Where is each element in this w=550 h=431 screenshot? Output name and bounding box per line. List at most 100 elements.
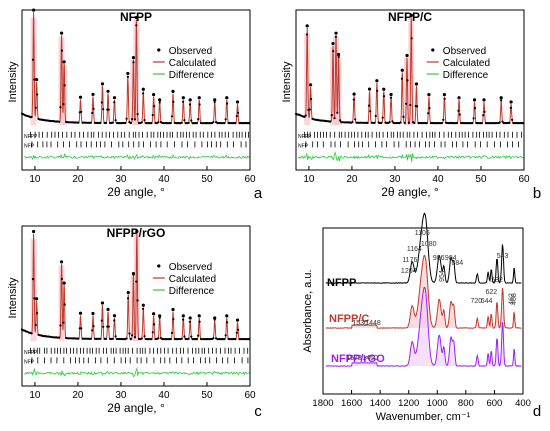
observed-point: [480, 122, 483, 125]
y-axis-label: Intensity: [7, 61, 19, 102]
observed-point: [388, 121, 391, 124]
observed-point: [234, 122, 237, 125]
x-tick-label: 50: [201, 390, 213, 401]
observed-point: [136, 299, 139, 302]
observed-point: [425, 122, 428, 125]
observed-point: [183, 119, 186, 122]
observed-point: [237, 111, 240, 114]
observed-point: [352, 92, 356, 96]
phase-label-2: NFP: [24, 359, 35, 365]
observed-point: [113, 319, 116, 322]
observed-point: [157, 337, 160, 340]
panel-title: NFPP: [120, 10, 152, 24]
observed-point: [107, 108, 110, 111]
difference-line: [297, 151, 524, 162]
observed-point: [136, 113, 139, 116]
observed-point: [100, 101, 103, 104]
observed-point: [409, 13, 413, 17]
observed-point: [34, 323, 37, 327]
observed-point: [78, 311, 83, 315]
observed-point: [416, 105, 419, 108]
observed-point: [104, 121, 108, 125]
x-tick-label: 40: [432, 174, 444, 185]
observed-point: [405, 102, 408, 105]
observed-point: [225, 314, 229, 318]
peak-highlight: [133, 233, 140, 342]
observed-point: [183, 335, 186, 338]
x-axis-label: 2θ angle, °: [381, 185, 439, 199]
ir-line-3: [325, 286, 522, 367]
observed-point: [443, 97, 446, 100]
observed-point: [63, 84, 66, 87]
observed-point: [198, 103, 201, 106]
observed-point: [369, 110, 372, 113]
observed-point: [150, 122, 153, 125]
observed-point: [142, 92, 145, 95]
observed-point: [332, 50, 335, 53]
observed-point: [36, 312, 39, 315]
observed-point: [60, 49, 64, 52]
band-label: 720: [470, 298, 482, 305]
phase-ticks-1: [30, 131, 249, 138]
observed-point: [114, 335, 117, 338]
observed-point: [60, 277, 64, 280]
observed-point: [333, 117, 336, 120]
observed-point: [133, 336, 136, 339]
observed-point: [171, 89, 175, 94]
observed-point: [78, 95, 83, 99]
observed-point: [34, 106, 37, 109]
observed-point: [152, 92, 156, 97]
observed-point: [30, 332, 33, 335]
observed-point: [223, 122, 226, 125]
observed-point: [141, 87, 145, 91]
observed-point: [402, 115, 405, 118]
band-label: 904: [445, 255, 457, 262]
observed-point: [170, 331, 174, 334]
legend-observed-marker: [157, 48, 161, 52]
observed-points: [20, 8, 251, 125]
observed-point: [170, 115, 174, 118]
observed-point: [100, 82, 105, 86]
observed-point: [30, 115, 33, 119]
observed-point: [224, 334, 227, 337]
observed-point: [308, 108, 311, 111]
observed-point: [172, 318, 175, 321]
y-axis-label: Intensity: [281, 61, 293, 102]
observed-point: [169, 338, 172, 341]
observed-point: [172, 100, 175, 103]
x-tick-label: 50: [201, 174, 213, 185]
observed-point: [99, 121, 102, 124]
observed-point: [373, 121, 376, 124]
observed-point: [180, 121, 183, 124]
observed-point: [334, 35, 337, 39]
panel-title: NFPP/rGO: [107, 226, 166, 240]
band-label: 986: [433, 255, 445, 262]
observed-point: [190, 119, 193, 122]
plot-frame: [322, 227, 524, 395]
observed-point: [456, 121, 459, 125]
band-label: 1080: [421, 241, 437, 248]
observed-point: [354, 118, 357, 121]
observed-point: [305, 33, 309, 36]
peak-highlight: [130, 59, 137, 126]
observed-point: [33, 297, 36, 300]
plot-frame: [21, 225, 251, 387]
phase-ticks-1: [30, 347, 249, 354]
peak-highlight: [58, 265, 65, 342]
observed-point: [59, 106, 62, 109]
observed-point: [237, 328, 240, 331]
observed-point: [143, 119, 146, 122]
observed-point: [197, 96, 201, 100]
legend-observed-label: Observed: [169, 262, 212, 273]
x-tick-label: 40: [158, 390, 170, 401]
observed-point: [63, 303, 66, 306]
x-tick-label: 20: [72, 390, 84, 401]
x-tick-label: 30: [389, 174, 401, 185]
peak-highlight: [304, 33, 311, 126]
observed-point: [234, 338, 237, 341]
observed-point: [351, 121, 354, 124]
observed-point: [213, 100, 216, 104]
band-label: 462: [509, 293, 516, 305]
observed-point: [482, 114, 485, 117]
